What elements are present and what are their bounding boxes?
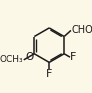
Text: F: F <box>46 69 52 80</box>
Text: O: O <box>25 52 33 62</box>
Text: CHO: CHO <box>71 25 92 35</box>
Text: OCH₃: OCH₃ <box>0 55 24 64</box>
Text: F: F <box>70 52 77 62</box>
